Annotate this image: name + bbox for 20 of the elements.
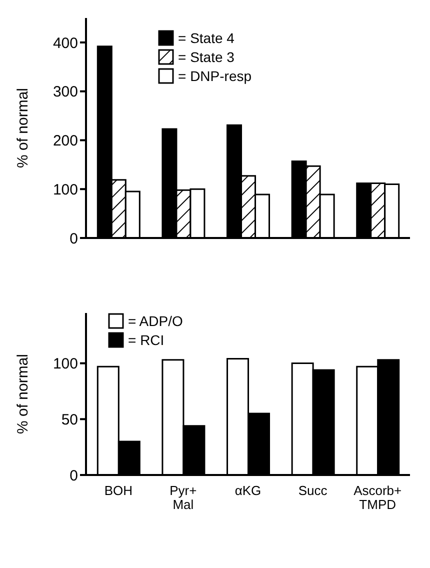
- y-axis-title: % of normal: [14, 88, 32, 168]
- y-tick-label: 100: [52, 181, 78, 198]
- y-tick-label: 300: [52, 84, 78, 101]
- y-tick-label: 0: [70, 230, 78, 248]
- x-tick-label: Ascorb+ TMPD: [354, 483, 402, 512]
- x-tick-label: Pyr+ Mal: [170, 483, 197, 512]
- legend-label: = DNP-resp: [178, 68, 252, 84]
- legend-label: = State 4: [178, 30, 234, 46]
- x-tick-label: BOH: [104, 483, 132, 498]
- y-axis-title: % of normal: [14, 354, 32, 434]
- y-tick-label: 100: [52, 356, 78, 373]
- legend-label: = RCI: [128, 332, 164, 348]
- y-tick-label: 200: [52, 132, 78, 150]
- y-tick-label: 0: [70, 467, 78, 484]
- y-tick-label: 50: [61, 411, 78, 428]
- x-tick-label: Succ: [298, 483, 328, 498]
- legend-label: = State 3: [178, 48, 234, 64]
- y-tick-label: 400: [52, 34, 78, 52]
- x-tick-label: αKG: [234, 483, 262, 498]
- legend-label: = ADP/O: [128, 312, 183, 328]
